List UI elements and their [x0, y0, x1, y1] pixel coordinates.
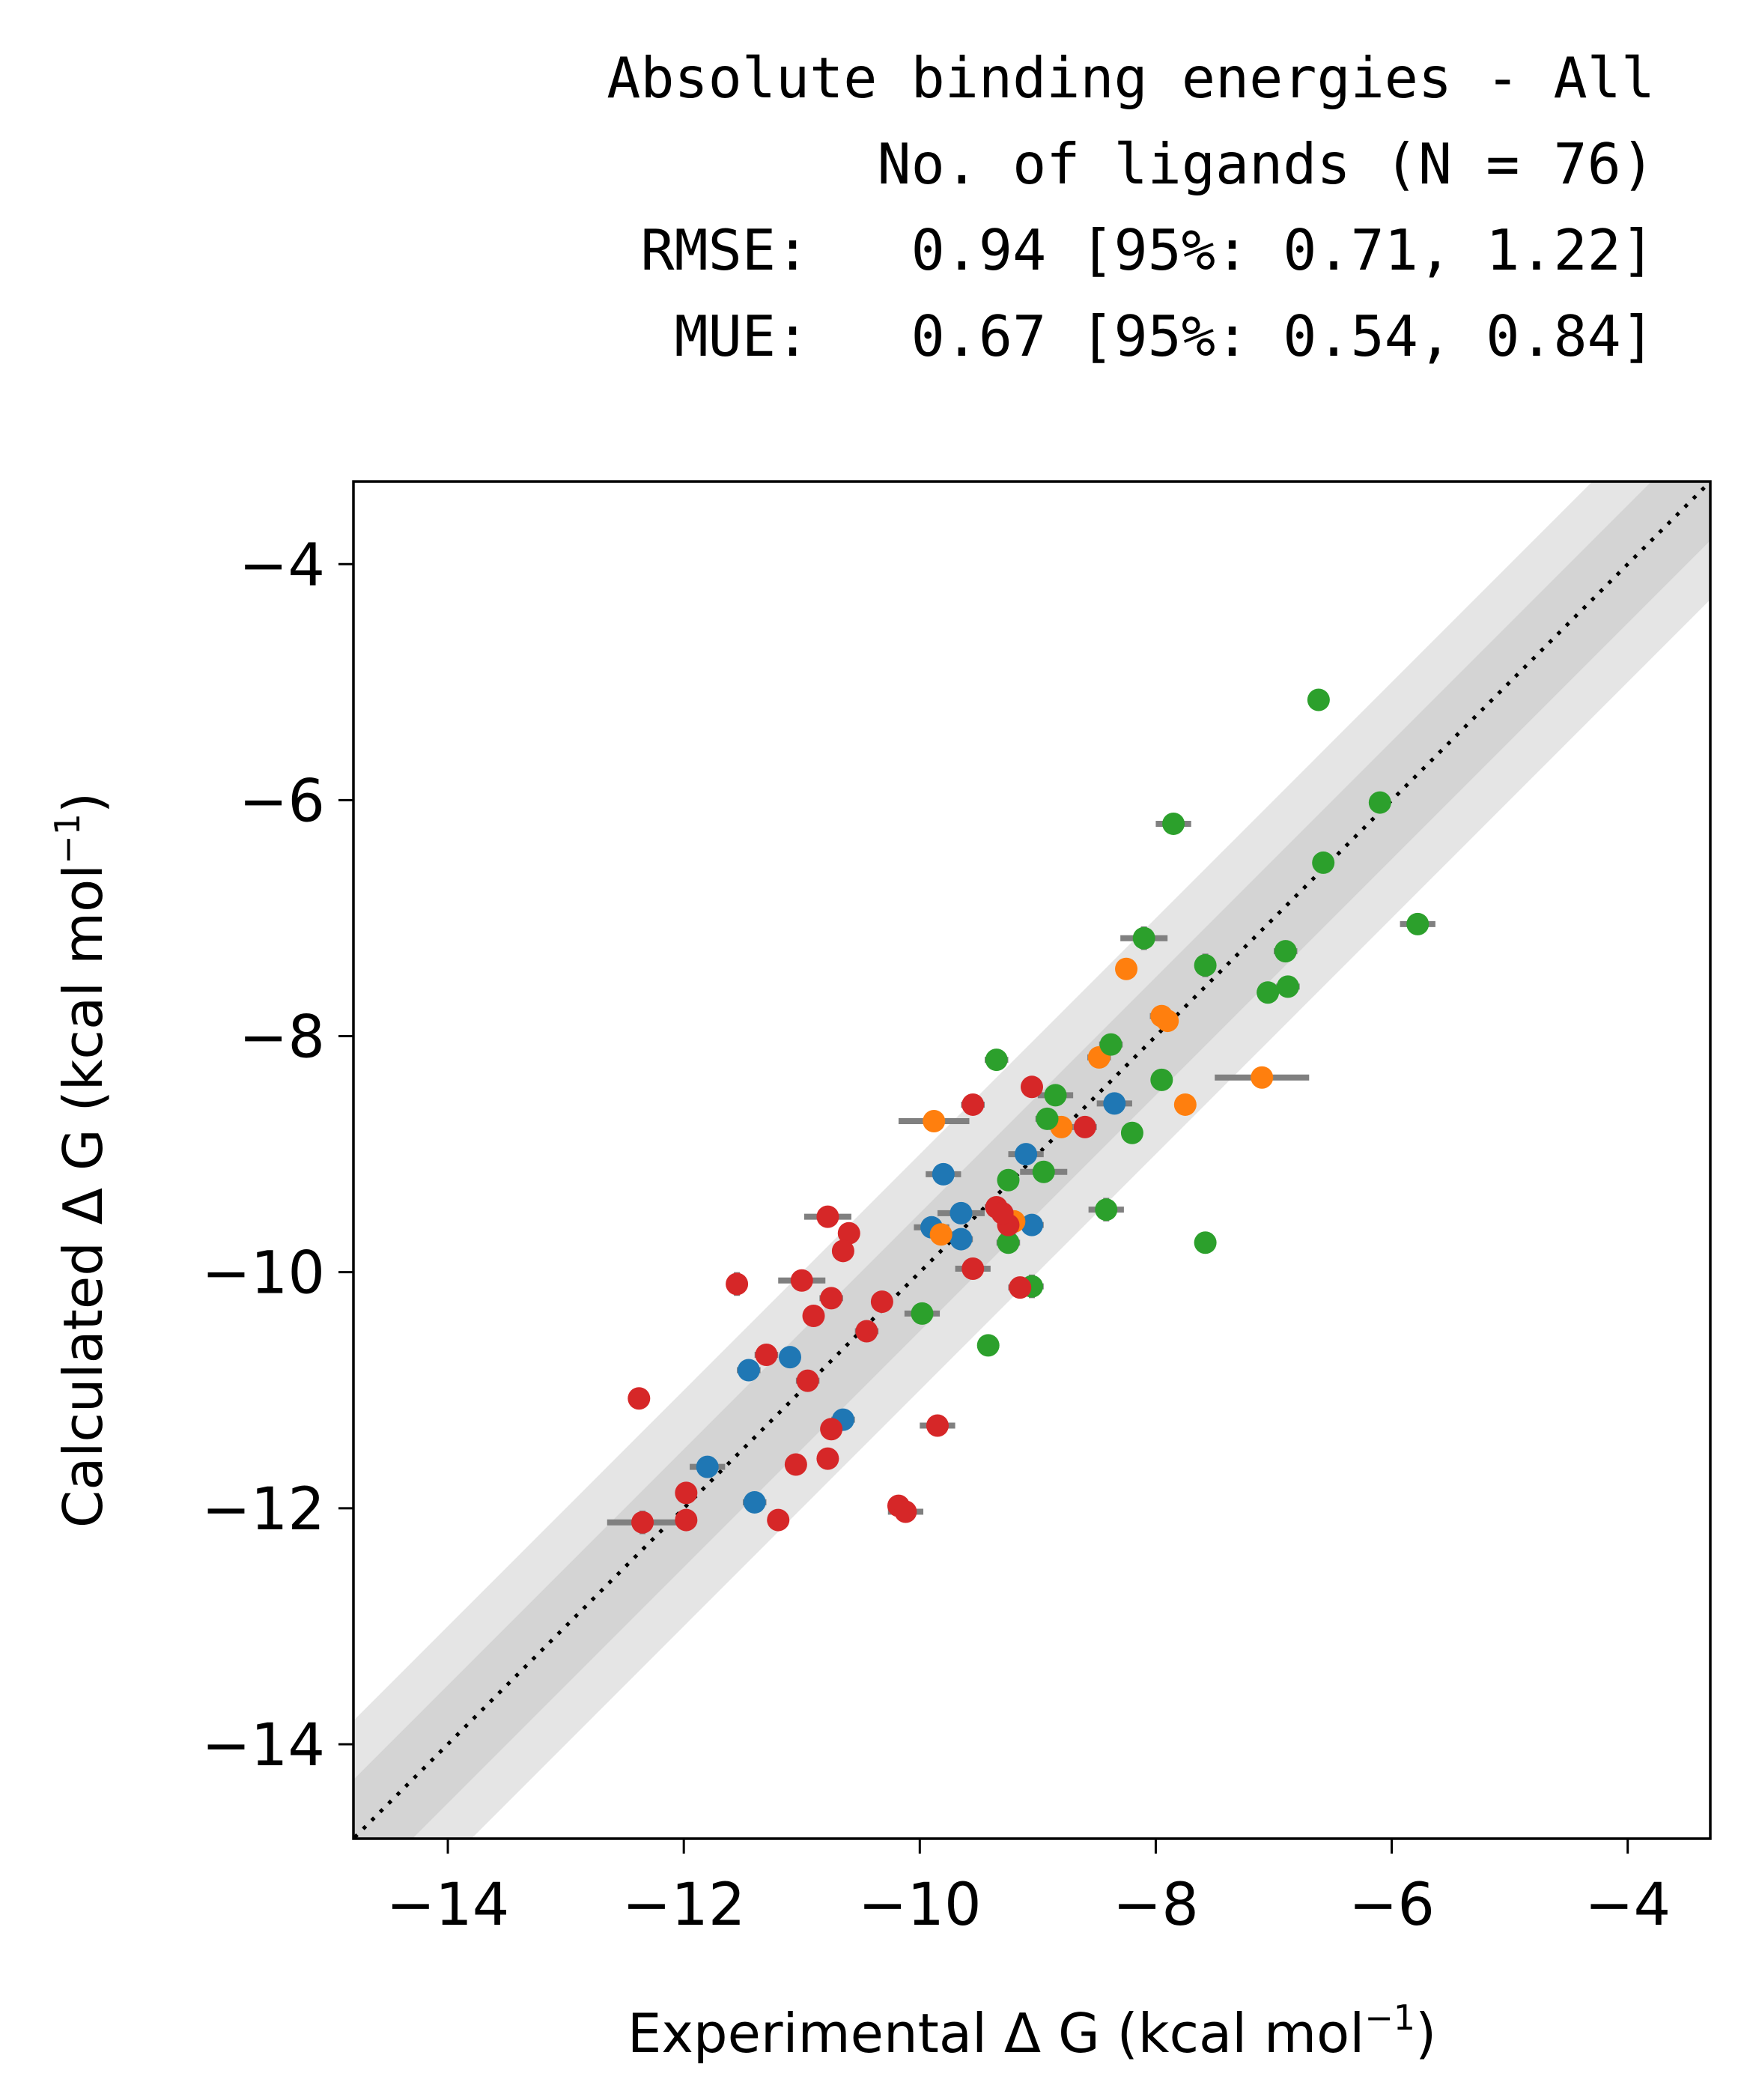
data-point-series-3: [1276, 975, 1299, 998]
data-point-series-3: [911, 1302, 934, 1325]
data-point-series-3: [1095, 1198, 1118, 1222]
data-point-series-3: [1044, 1084, 1067, 1107]
x-axis-label-close: ): [1415, 2002, 1436, 2065]
y-axis-label: Calculated Δ G (kcal mol−1): [47, 792, 115, 1528]
data-point-series-4: [855, 1320, 878, 1343]
x-tick-label: −12: [622, 1872, 746, 1939]
data-point-series-1: [696, 1455, 719, 1478]
title-line-4: MUE: 0.67 [95%: 0.54, 0.84]: [675, 303, 1655, 369]
y-axis-label-exponent: −1: [47, 813, 88, 864]
data-point-series-4: [726, 1272, 749, 1296]
data-point-series-3: [1406, 912, 1429, 935]
y-tick-label: −8: [239, 1004, 325, 1072]
data-point-series-4: [820, 1287, 843, 1310]
data-point-series-4: [1021, 1075, 1043, 1099]
data-point-series-4: [961, 1093, 985, 1116]
x-tick-label: −6: [1349, 1872, 1435, 1939]
data-point-series-3: [1274, 940, 1297, 963]
y-tick-label: −12: [201, 1476, 325, 1544]
x-axis-label-exponent: −1: [1364, 1997, 1415, 2038]
title-line-1: Absolute binding energies - All: [607, 45, 1655, 111]
data-point-series-3: [1032, 1160, 1055, 1183]
data-point-series-2: [1173, 1093, 1197, 1116]
title-line-3: RMSE: 0.94 [95%: 0.71, 1.22]: [640, 217, 1655, 283]
data-point-series-3: [997, 1231, 1020, 1254]
data-point-series-4: [870, 1290, 893, 1314]
data-point-series-4: [796, 1369, 819, 1392]
y-axis-label-main: Calculated Δ G (kcal mol: [52, 864, 115, 1528]
data-point-series-3: [1312, 851, 1335, 874]
x-tick-label: −14: [386, 1872, 510, 1939]
data-point-series-4: [790, 1269, 813, 1292]
data-point-series-1: [932, 1162, 955, 1186]
data-point-series-4: [1073, 1115, 1096, 1138]
x-tick-label: −4: [1585, 1872, 1671, 1939]
y-tick-label: −10: [201, 1240, 325, 1308]
data-point-series-1: [778, 1346, 801, 1369]
data-point-series-3: [1307, 688, 1330, 711]
data-point-series-4: [767, 1508, 790, 1532]
data-point-series-2: [929, 1223, 952, 1246]
data-point-series-3: [1368, 791, 1391, 814]
data-point-series-2: [1251, 1066, 1274, 1089]
data-point-series-3: [1194, 1231, 1217, 1254]
y-tick-label: −14: [201, 1712, 325, 1779]
data-point-series-4: [926, 1414, 949, 1437]
data-point-series-4: [837, 1222, 860, 1245]
data-point-series-4: [675, 1508, 698, 1532]
data-point-series-4: [1009, 1276, 1032, 1299]
y-tick-label: −6: [239, 768, 325, 835]
y-axis: −14 −12 −10 −8 −6 −4: [201, 532, 353, 1779]
x-axis-label: Experimental Δ G (kcal mol−1): [628, 1997, 1436, 2065]
data-point-series-4: [820, 1418, 843, 1441]
data-point-series-4: [628, 1387, 651, 1410]
data-point-series-1: [950, 1227, 973, 1251]
data-point-series-2: [1115, 957, 1138, 980]
x-tick-label: −10: [858, 1872, 982, 1939]
data-point-series-3: [997, 1168, 1020, 1192]
data-point-series-3: [976, 1334, 1000, 1357]
data-point-series-4: [831, 1239, 854, 1263]
data-point-series-3: [1120, 1121, 1143, 1144]
x-tick-label: −8: [1113, 1872, 1199, 1939]
data-point-series-2: [1156, 1010, 1179, 1033]
data-point-series-4: [894, 1500, 917, 1523]
data-point-series-4: [816, 1205, 839, 1228]
data-point-series-1: [950, 1201, 973, 1225]
data-point-series-3: [1194, 954, 1217, 977]
data-point-series-4: [675, 1481, 698, 1505]
title-line-2: No. of ligands (N = 76): [877, 131, 1655, 197]
data-point-series-3: [1099, 1033, 1122, 1056]
data-point-series-1: [1103, 1092, 1126, 1115]
data-point-series-3: [1132, 926, 1155, 950]
data-point-series-3: [1162, 812, 1185, 835]
y-tick-label: −4: [239, 532, 325, 599]
data-point-series-1: [1015, 1143, 1038, 1166]
data-point-series-2: [923, 1110, 946, 1133]
y-axis-label-close: ): [52, 792, 115, 813]
data-point-series-4: [631, 1511, 654, 1534]
data-point-series-4: [755, 1343, 778, 1366]
data-point-series-4: [961, 1257, 985, 1280]
x-axis: −14 −12 −10 −8 −6 −4: [386, 1839, 1671, 1939]
chart-title: Absolute binding energies - All No. of l…: [607, 45, 1655, 369]
data-point-series-3: [985, 1049, 1008, 1072]
data-point-series-4: [784, 1453, 807, 1476]
data-point-series-4: [991, 1201, 1014, 1225]
data-point-series-3: [1150, 1068, 1173, 1091]
x-axis-label-main: Experimental Δ G (kcal mol: [628, 2002, 1364, 2065]
data-point-series-1: [737, 1359, 760, 1382]
plot-frame: [352, 480, 1712, 1840]
data-point-series-3: [1036, 1107, 1059, 1130]
plot-area: [353, 482, 1710, 1839]
data-point-series-1: [743, 1490, 766, 1514]
data-point-series-3: [1257, 981, 1280, 1004]
data-point-series-4: [802, 1304, 825, 1327]
data-point-series-1: [1021, 1213, 1043, 1236]
data-point-series-4: [816, 1447, 839, 1470]
